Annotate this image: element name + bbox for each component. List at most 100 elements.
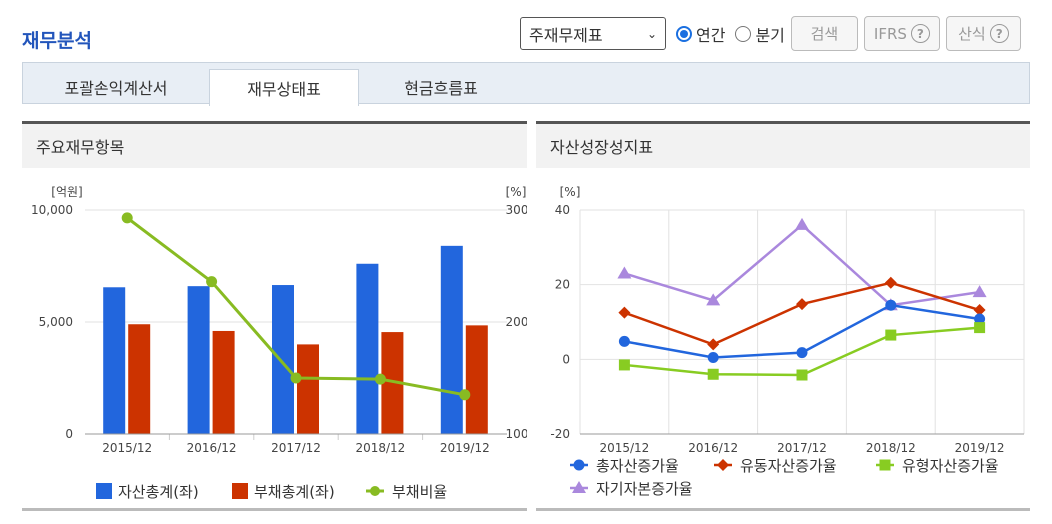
ifrs-help-button[interactable]: IFRS ?	[863, 16, 940, 51]
y-right-tick-label: 100	[506, 427, 527, 441]
y-unit: [%]	[560, 185, 581, 199]
y-left-unit: [억원]	[51, 185, 82, 199]
formula-help-button[interactable]: 산식 ?	[945, 16, 1021, 51]
y-left-tick-label: 5,000	[39, 315, 73, 329]
point-debt-ratio	[121, 212, 133, 224]
help-icon: ?	[989, 24, 1009, 43]
bar-assets	[356, 263, 379, 434]
legend-label-equity-growth: 자기자본증가율	[596, 480, 693, 498]
ifrs-button-label: IFRS	[873, 24, 907, 43]
bar-liabilities	[465, 325, 488, 434]
legend-swatch-liabilities	[232, 483, 248, 499]
y-tick-label: -20	[550, 427, 570, 441]
point-equity-growth	[706, 293, 721, 306]
report-type-value: 주재무제표	[529, 25, 603, 45]
legend-marker-equity-growth	[572, 481, 586, 493]
asset-growth-chart: -20 0 20 40 [%] 2015/12 2016/12 2017/12 2018/12 2…	[550, 185, 1025, 498]
bar-assets	[272, 285, 294, 434]
y-right-tick-label: 300	[506, 203, 527, 217]
y-right-tick-label: 200	[506, 315, 527, 329]
x-tick-label: 2016/12	[688, 441, 738, 455]
bar-assets	[103, 287, 126, 434]
point-tangible-asset-growth	[974, 322, 986, 334]
legend-label-current-asset-growth: 유동자산증가율	[740, 457, 837, 475]
point-equity-growth	[795, 217, 809, 230]
help-icon: ?	[910, 24, 930, 43]
page-title: 재무분석	[22, 30, 92, 52]
point-tangible-asset-growth	[796, 369, 808, 381]
point-tangible-asset-growth	[885, 329, 897, 341]
radio-selected-icon	[676, 25, 692, 42]
asset-growth-panel: 자산성장성지표 -20 0 20 40 [%] 2015/12 2016/12 2017/12…	[536, 121, 1030, 511]
search-button[interactable]: 검색	[790, 16, 858, 51]
point-debt-ratio	[290, 372, 302, 384]
filter-controls: 주재무제표 ⌄ 연간 분기 검색 IFRS ? 산식 ?	[520, 16, 1021, 51]
x-tick-label: 2018/12	[866, 441, 916, 455]
tab-income-statement[interactable]: 포괄손익계산서	[23, 69, 209, 105]
period-annual-label: 연간	[696, 25, 726, 45]
y-tick-label: 20	[555, 278, 570, 292]
y-left-tick-label: 0	[65, 427, 73, 441]
bar-assets	[440, 245, 463, 434]
bar-liabilities	[212, 330, 235, 434]
x-tick-label: 2017/12	[777, 441, 827, 455]
panel-divider	[536, 508, 1030, 511]
legend-marker-current-asset-growth	[717, 459, 729, 471]
point-total-asset-growth	[618, 335, 630, 347]
search-button-label: 검색	[810, 25, 839, 43]
report-type-select[interactable]: 주재무제표 ⌄	[520, 17, 666, 50]
point-total-asset-growth	[707, 351, 719, 363]
bar-liabilities	[297, 344, 319, 434]
point-total-asset-growth	[974, 313, 986, 325]
point-current-asset-growth	[796, 298, 808, 311]
formula-button-label: 산식	[958, 25, 986, 43]
x-tick-label: 2019/12	[955, 441, 1005, 455]
tab-cash-flow[interactable]: 현금흐름표	[359, 69, 523, 105]
x-tick-label: 2019/12	[440, 441, 490, 455]
point-current-asset-growth	[618, 306, 631, 319]
statement-tabs: 포괄손익계산서 재무상태표 현금흐름표	[22, 62, 1030, 106]
legend-label-debt-ratio: 부채비율	[392, 483, 447, 501]
period-quarter-label: 분기	[755, 25, 785, 45]
y-tick-label: 40	[555, 203, 570, 217]
bar-liabilities	[381, 332, 404, 434]
legend-swatch-assets	[96, 483, 112, 499]
key-financials-chart: 0 5,000 10,000 100 200 300 [억원] [%] 2015/12 2016/…	[31, 185, 528, 501]
x-tick-label: 2018/12	[355, 441, 405, 455]
tab-label: 포괄손익계산서	[64, 79, 168, 98]
period-annual-radio[interactable]: 연간	[676, 22, 725, 46]
point-equity-growth	[617, 266, 632, 279]
point-debt-ratio	[206, 276, 218, 288]
tab-balance-sheet[interactable]: 재무상태표	[209, 69, 359, 106]
legend-label-total-asset-growth: 총자산증가율	[596, 457, 679, 475]
panel-title: 자산성장성지표	[536, 121, 1030, 168]
radio-unselected-icon	[735, 25, 752, 42]
period-quarter-radio[interactable]: 분기	[735, 22, 785, 46]
panel-title: 주요재무항목	[22, 121, 527, 168]
legend-label-assets: 자산총계(좌)	[118, 483, 199, 501]
point-current-asset-growth	[973, 304, 986, 317]
legend-marker-debt-ratio	[370, 486, 380, 496]
key-financials-panel: 주요재무항목 0 5,000 10,000 100 200 300 [억원] [%] 2015/…	[22, 121, 528, 511]
point-current-asset-growth	[707, 338, 720, 351]
tab-label: 현금흐름표	[404, 79, 478, 98]
line-debt-ratio	[126, 216, 466, 397]
x-tick-label: 2015/12	[599, 441, 649, 455]
y-left-tick-label: 10,000	[31, 203, 73, 217]
point-tangible-asset-growth	[618, 359, 630, 371]
x-tick-label: 2016/12	[187, 441, 237, 455]
point-equity-growth	[972, 285, 987, 298]
point-current-asset-growth	[884, 276, 897, 289]
point-total-asset-growth	[885, 299, 897, 311]
point-tangible-asset-growth	[707, 368, 719, 380]
y-right-unit: [%]	[506, 185, 527, 199]
bar-liabilities	[128, 324, 151, 434]
panel-divider	[22, 508, 527, 511]
point-total-asset-growth	[796, 347, 808, 359]
bar-assets	[187, 286, 210, 434]
x-tick-label: 2015/12	[102, 441, 152, 455]
y-tick-label: 0	[562, 352, 570, 366]
line-current-asset-growth	[623, 281, 980, 346]
chevron-down-icon: ⌄	[646, 26, 657, 41]
point-debt-ratio	[459, 389, 471, 401]
